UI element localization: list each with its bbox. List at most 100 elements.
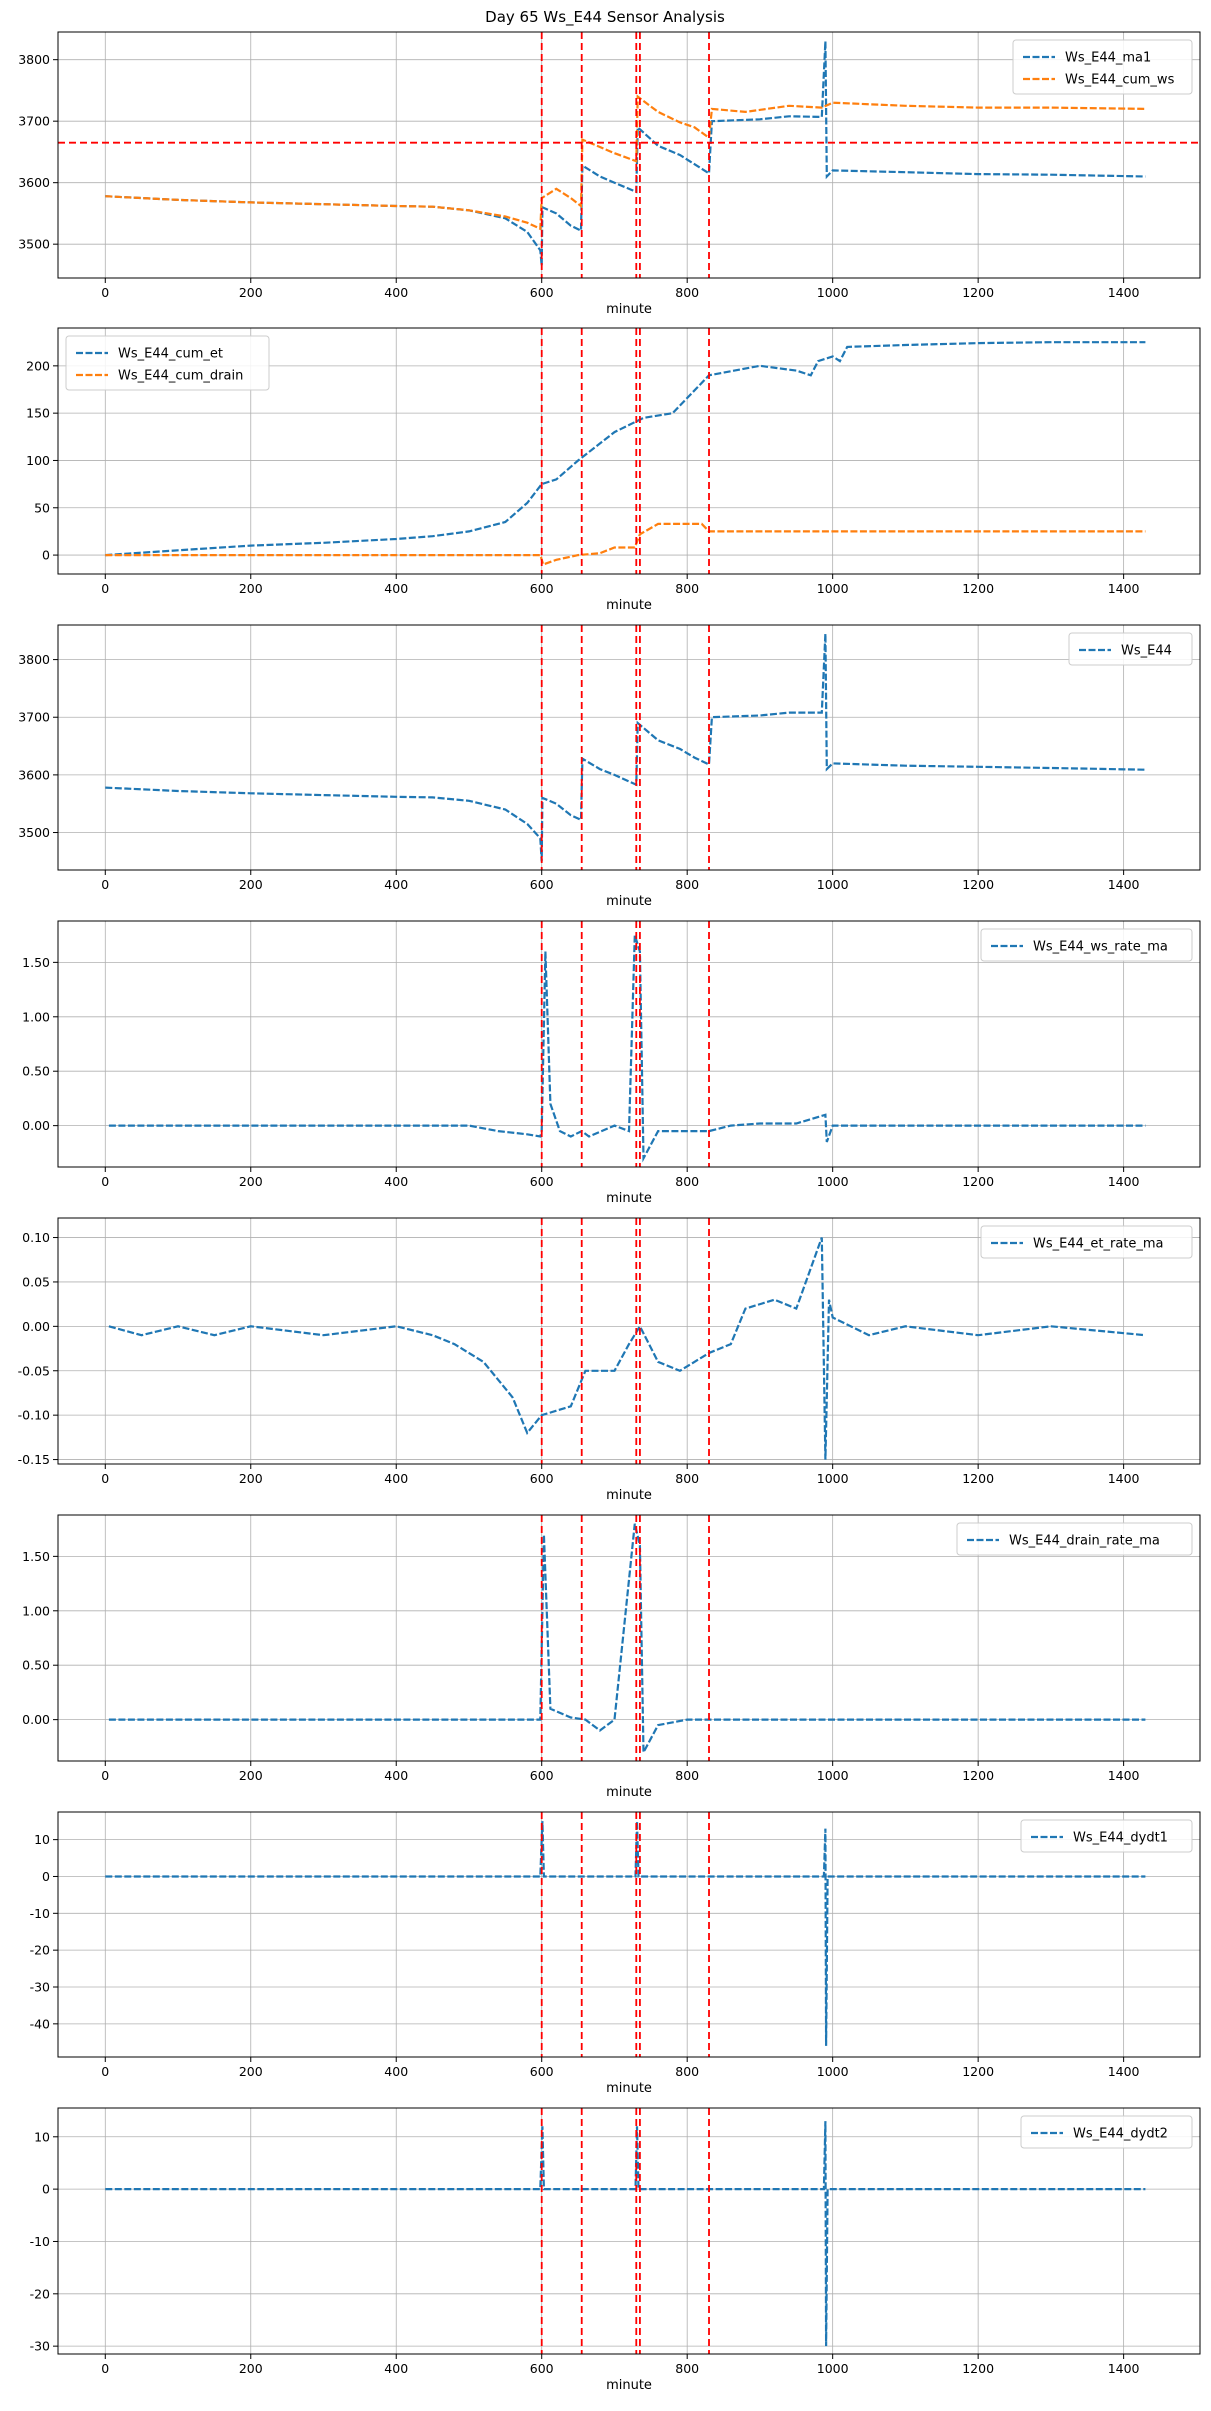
plot-area: [105, 328, 1146, 574]
y-tick-label: -0.15: [18, 1452, 50, 1467]
series-line-Ws_E44_ma1: [105, 41, 1146, 266]
axes-frame: [57, 31, 1201, 279]
y-tick-label: 10: [34, 1832, 50, 1847]
series-line-Ws_E44_cum_drain: [105, 522, 1146, 566]
y-tick-label: -40: [30, 2016, 50, 2031]
x-tick-label: 1200: [962, 581, 994, 596]
x-tick-label: 1400: [1108, 1174, 1140, 1189]
plot-area: [108, 1515, 1146, 1761]
y-tick-label: 0.00: [22, 1319, 50, 1334]
x-tick-label: 0: [101, 581, 109, 596]
series-line-Ws_E44: [105, 633, 1146, 862]
subplot-1: 0 200 400 600 800 1000 1200 1400 3500 3600 3700 380…: [18, 31, 1201, 317]
legend: Ws_E44_dydt2: [1020, 2115, 1193, 2149]
x-tick-label: 1000: [817, 877, 849, 892]
y-tick-label: 0.00: [22, 1712, 50, 1727]
legend: Ws_E44_drain_rate_ma: [956, 1522, 1193, 1556]
x-tick-label: 0: [101, 2064, 109, 2079]
x-tick-label: 200: [239, 1471, 263, 1486]
series-line-Ws_E44_drain_rate_ma: [108, 1523, 1146, 1757]
y-tick-label: -30: [30, 1980, 50, 1995]
x-tick-label: 1400: [1108, 581, 1140, 596]
plot-area: [58, 32, 1200, 278]
y-tick-label: 3600: [18, 175, 50, 190]
subplot-2: 0 200 400 600 800 1000 1200 1400 0 50 100 150 200 min…: [26, 327, 1201, 613]
y-tick-label: -10: [30, 2234, 50, 2249]
x-tick-label: 0: [101, 1768, 109, 1783]
x-tick-label: 600: [530, 581, 554, 596]
x-axis-label: minute: [606, 894, 652, 909]
y-tick-label: -20: [30, 2286, 50, 2301]
x-tick-label: 600: [530, 2361, 554, 2376]
legend: Ws_E44_dydt1: [1020, 1819, 1193, 1853]
x-axis-label: minute: [606, 2081, 652, 2096]
x-tick-label: 200: [239, 1768, 263, 1783]
x-tick-label: 1200: [962, 1174, 994, 1189]
x-tick-label: 1400: [1108, 877, 1140, 892]
x-axis-label: minute: [606, 1488, 652, 1503]
x-tick-label: 200: [239, 285, 263, 300]
legend-box: [1012, 39, 1193, 95]
x-tick-label: 400: [384, 1768, 408, 1783]
legend-label: Ws_E44_cum_ws: [1065, 73, 1175, 88]
figure-title: Day 65 Ws_E44 Sensor Analysis: [485, 8, 725, 27]
series-line-Ws_E44_dydt2: [105, 2121, 1146, 2347]
y-tick-label: 0: [42, 1869, 50, 1884]
x-tick-label: 800: [675, 1768, 699, 1783]
x-tick-label: 800: [675, 2361, 699, 2376]
x-tick-label: 0: [101, 285, 109, 300]
x-tick-label: 200: [239, 2064, 263, 2079]
plot-area: [105, 2108, 1146, 2354]
x-axis-label: minute: [606, 1191, 652, 1206]
x-tick-label: 1000: [817, 2361, 849, 2376]
axes-frame: [57, 2107, 1201, 2355]
y-tick-label: -30: [30, 2339, 50, 2354]
subplot-5: 0 200 400 600 800 1000 1200 1400 -0.15 -0.10 -0.05…: [18, 1217, 1201, 1503]
y-tick-label: 0.05: [22, 1274, 50, 1289]
x-axis-label: minute: [606, 1785, 652, 1800]
x-tick-label: 200: [239, 581, 263, 596]
y-tick-label: -10: [30, 1906, 50, 1921]
x-axis-label: minute: [606, 598, 652, 613]
axes-frame: [57, 920, 1201, 1168]
subplot-3: 0 200 400 600 800 1000 1200 1400 3500 3600 3700 380…: [18, 624, 1201, 909]
y-tick-label: 0.00: [22, 1118, 50, 1133]
y-tick-label: 50: [34, 500, 50, 515]
series-line-Ws_E44_ws_rate_ma: [108, 934, 1146, 1163]
x-tick-label: 1400: [1108, 1471, 1140, 1486]
legend-box: [980, 928, 1193, 962]
series-line-Ws_E44_et_rate_ma: [108, 1237, 1146, 1460]
x-tick-label: 800: [675, 285, 699, 300]
plot-area: [105, 625, 1146, 870]
x-tick-label: 600: [530, 1174, 554, 1189]
x-tick-label: 400: [384, 581, 408, 596]
x-tick-label: 400: [384, 1471, 408, 1486]
plot-area: [108, 921, 1146, 1167]
x-tick-label: 0: [101, 1471, 109, 1486]
legend-box: [956, 1522, 1193, 1556]
x-tick-label: 800: [675, 1471, 699, 1486]
legend-label: Ws_E44_cum_drain: [118, 369, 243, 384]
axes-frame: [57, 1811, 1201, 2058]
x-tick-label: 400: [384, 2361, 408, 2376]
y-tick-label: 150: [26, 406, 50, 421]
x-tick-label: 1400: [1108, 2361, 1140, 2376]
legend: Ws_E44_ws_rate_ma: [980, 928, 1193, 962]
x-tick-label: 1200: [962, 1471, 994, 1486]
axes-frame: [57, 624, 1201, 871]
legend-box: [980, 1225, 1193, 1259]
axes-frame: [57, 1217, 1201, 1465]
y-tick-label: -20: [30, 1943, 50, 1958]
axes-frame: [57, 327, 1201, 575]
y-tick-label: -0.05: [18, 1363, 50, 1378]
y-tick-label: 3500: [18, 825, 50, 840]
y-tick-label: 3700: [18, 114, 50, 129]
y-tick-label: 3500: [18, 237, 50, 252]
legend-label: Ws_E44_dydt2: [1073, 2127, 1168, 2142]
x-tick-label: 1000: [817, 581, 849, 596]
subplot-8: 0 200 400 600 800 1000 1200 1400 -30 -20 -10 0 10 min…: [30, 2107, 1201, 2393]
x-tick-label: 600: [530, 285, 554, 300]
x-tick-label: 600: [530, 2064, 554, 2079]
x-tick-label: 1000: [817, 1768, 849, 1783]
